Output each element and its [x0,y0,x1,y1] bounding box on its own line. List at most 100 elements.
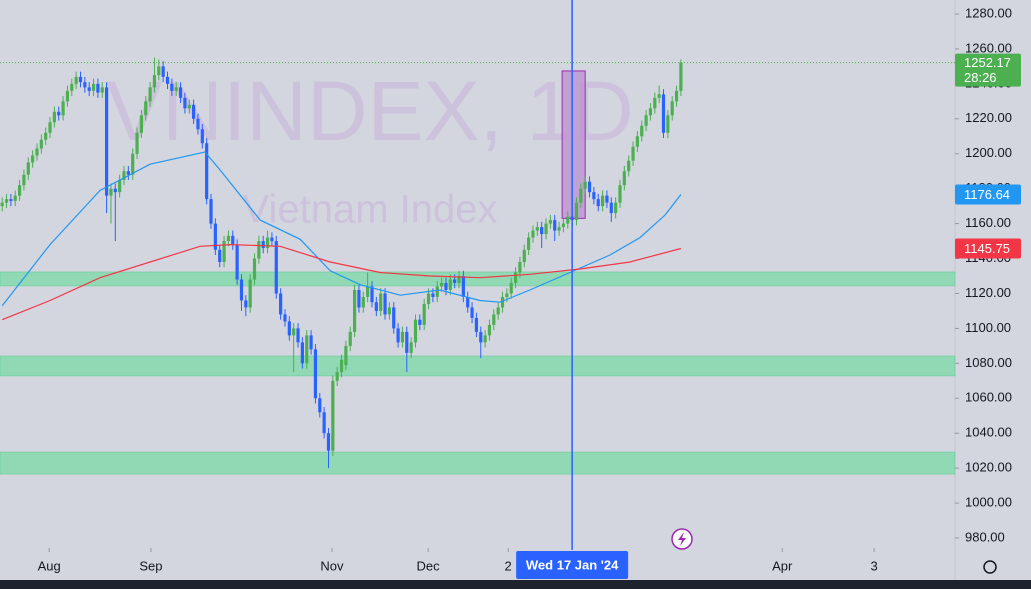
candle-body [239,279,244,301]
candle-body [300,342,304,364]
candle-body [592,192,596,200]
candle-body [413,319,418,343]
candle-body [161,66,165,77]
candle-body [505,293,509,297]
candle-body [4,199,9,203]
candle-body [474,317,479,332]
y-tick-label: 1040.00 [965,425,1012,440]
candle-body [52,111,56,123]
candle-body [96,83,100,93]
candle-body [405,331,409,353]
candle-body [357,289,361,308]
candle-body [165,76,170,84]
candle-body [192,104,196,119]
crosshair-label: Wed 17 Jan '24 [526,557,619,572]
candle-body [209,199,213,224]
candle-body [174,87,178,91]
candle-body [339,359,344,373]
candle-body [104,87,109,196]
candle-body [557,227,561,231]
candle-body [122,171,126,180]
candle-body [679,62,683,91]
candle-body [235,244,239,280]
candle-body [131,153,135,175]
support-zone [0,451,956,475]
candle-body [496,307,500,315]
candle-body [17,185,22,196]
candle-body [157,66,161,76]
candle-body [374,302,378,311]
candle-body [627,160,631,172]
candle-body [483,335,487,343]
candle-body [609,202,613,214]
candle-body [200,129,204,144]
candle-body [579,188,583,203]
candle-body [231,235,235,245]
candle-body [500,296,505,308]
candle-body [248,279,252,308]
candle-body [453,279,457,283]
support-zone [0,271,956,287]
candle-body [274,241,278,294]
candle-body [461,276,465,297]
candle-body [366,286,370,297]
candle-body [118,179,122,193]
x-tick-label: 3 [870,558,877,573]
candle-body [553,220,557,231]
candle-body [26,162,30,175]
candle-body [535,227,539,231]
candle-body [139,115,144,133]
candle-body [261,241,265,249]
candle-body [87,87,91,91]
candle-body [187,104,191,109]
candle-body [396,328,400,343]
x-tick-label: Aug [38,558,61,573]
candle-body [31,155,35,163]
candle-body [65,90,70,102]
candle-body [126,171,130,175]
candle-body [57,111,61,116]
candle-body [70,83,74,91]
candle-body [387,307,391,315]
candle-body [561,223,566,228]
candle-body [614,202,618,214]
candle-body [522,249,526,263]
candle-body [109,188,113,196]
y-tick-label: 1280.00 [965,5,1012,20]
candle-body [361,296,365,308]
moving-average [1,243,682,321]
candle-body [213,223,217,250]
candle-body [344,345,348,366]
candle-body [257,241,261,259]
candle-body [135,132,139,154]
countdown-label: 28:26 [964,70,997,85]
candle-body [635,136,639,147]
candle-body [196,118,200,130]
bottom-bar [0,580,1031,589]
candle-body [305,335,309,364]
candle-body [470,307,474,318]
y-tick-label: 1000.00 [965,495,1012,510]
candle-body [352,289,357,332]
candle-body [400,331,405,343]
candle-body [600,195,605,207]
candle-body [566,216,570,224]
candle-body [640,125,644,137]
moving-average [1,151,682,307]
candle-body [296,328,300,343]
candle-body [670,101,674,116]
candle-body [479,331,483,343]
candle-body [91,83,96,91]
y-tick-label: 1080.00 [965,355,1012,370]
y-tick-label: 1260.00 [965,40,1012,55]
candle-body [661,94,666,133]
candle-body [335,372,339,381]
candle-body [44,132,48,140]
settings-icon[interactable] [983,560,997,574]
y-tick-label: 1220.00 [965,110,1012,125]
last-price-bg [955,53,1021,87]
watermark-subtitle: Vietnam Index [243,188,498,232]
candle-body [152,75,157,88]
